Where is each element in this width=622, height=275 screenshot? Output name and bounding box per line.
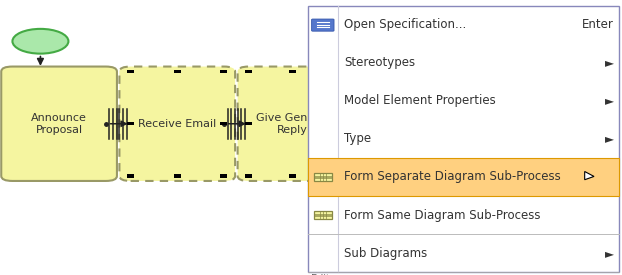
FancyBboxPatch shape <box>238 67 347 181</box>
FancyBboxPatch shape <box>308 6 619 272</box>
FancyBboxPatch shape <box>355 122 361 125</box>
Text: Model Element Properties: Model Element Properties <box>344 94 496 107</box>
FancyBboxPatch shape <box>289 175 296 178</box>
FancyBboxPatch shape <box>245 122 253 125</box>
FancyBboxPatch shape <box>245 175 253 178</box>
FancyBboxPatch shape <box>220 122 228 125</box>
Text: Announce
Proposal: Announce Proposal <box>31 113 87 134</box>
FancyBboxPatch shape <box>333 175 340 178</box>
FancyBboxPatch shape <box>127 122 134 125</box>
Text: Sub Diagrams: Sub Diagrams <box>344 247 427 260</box>
FancyBboxPatch shape <box>308 158 619 196</box>
Text: Type: Type <box>344 132 371 145</box>
Text: Enter: Enter <box>582 18 614 31</box>
Text: Open Specification...: Open Specification... <box>344 18 466 31</box>
FancyBboxPatch shape <box>450 122 458 125</box>
FancyBboxPatch shape <box>1 67 117 181</box>
Text: ►: ► <box>605 132 614 145</box>
Text: Form Separate Diagram Sub-Process: Form Separate Diagram Sub-Process <box>344 170 560 183</box>
Text: Give General
Reply: Give General Reply <box>256 113 329 134</box>
FancyBboxPatch shape <box>312 19 334 31</box>
FancyBboxPatch shape <box>346 67 465 181</box>
FancyBboxPatch shape <box>314 211 332 219</box>
FancyBboxPatch shape <box>174 70 180 73</box>
Text: Edit: Edit <box>311 274 330 275</box>
Text: Receive Email: Receive Email <box>138 119 216 129</box>
FancyBboxPatch shape <box>127 70 134 73</box>
FancyBboxPatch shape <box>333 122 340 125</box>
FancyBboxPatch shape <box>127 175 134 178</box>
Circle shape <box>12 29 68 54</box>
FancyBboxPatch shape <box>450 70 458 73</box>
FancyBboxPatch shape <box>402 70 409 73</box>
Text: Forward to
Responsible Person: Forward to Responsible Person <box>352 113 460 134</box>
Text: ►: ► <box>605 94 614 107</box>
Text: Stereotypes: Stereotypes <box>344 56 415 69</box>
FancyBboxPatch shape <box>355 175 361 178</box>
FancyBboxPatch shape <box>220 70 228 73</box>
FancyBboxPatch shape <box>402 175 409 178</box>
Polygon shape <box>585 172 594 180</box>
Text: ►: ► <box>605 247 614 260</box>
FancyBboxPatch shape <box>245 70 253 73</box>
FancyBboxPatch shape <box>355 70 361 73</box>
FancyBboxPatch shape <box>450 175 458 178</box>
FancyBboxPatch shape <box>314 173 332 181</box>
Text: Form Same Diagram Sub-Process: Form Same Diagram Sub-Process <box>344 209 541 222</box>
FancyBboxPatch shape <box>220 175 228 178</box>
FancyBboxPatch shape <box>289 70 296 73</box>
FancyBboxPatch shape <box>119 67 235 181</box>
Text: ►: ► <box>605 56 614 69</box>
FancyBboxPatch shape <box>174 175 180 178</box>
FancyBboxPatch shape <box>333 70 340 73</box>
